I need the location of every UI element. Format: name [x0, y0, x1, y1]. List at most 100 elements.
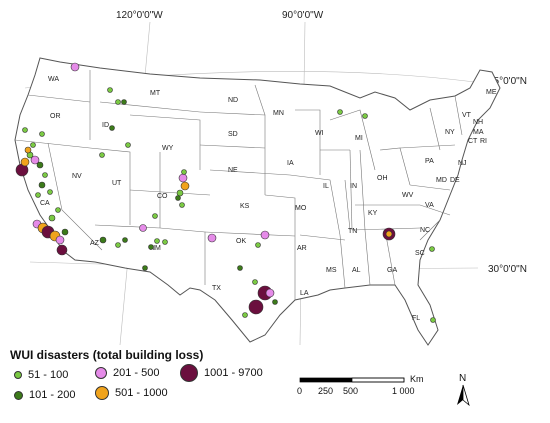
state-label-tn: TN	[348, 228, 357, 235]
lat-label-30n: 30°0'0"N	[488, 264, 527, 275]
disaster-point	[99, 236, 107, 244]
disaster-point	[70, 62, 80, 72]
disaster-point	[430, 317, 436, 323]
disaster-point	[179, 202, 185, 208]
state-label-pa: PA	[425, 158, 434, 165]
state-label-or: OR	[50, 113, 61, 120]
state-label-mi: MI	[355, 135, 363, 142]
state-label-tx: TX	[212, 285, 221, 292]
state-label-ms: MS	[326, 267, 337, 274]
disaster-point	[47, 189, 53, 195]
state-label-me: ME	[486, 89, 497, 96]
state-label-ar: AR	[297, 245, 307, 252]
legend-label: 101 - 200	[29, 389, 76, 401]
disaster-point	[24, 146, 32, 154]
disaster-point	[176, 189, 184, 197]
legend-item-51-100: 51 - 100	[14, 369, 68, 381]
state-label-md: MD	[436, 177, 447, 184]
lon-label-120w: 120°0'0"W	[116, 10, 163, 21]
disaster-point	[55, 207, 61, 213]
state-label-ga: GA	[387, 267, 397, 274]
state-label-ne: NE	[228, 167, 238, 174]
disaster-point	[48, 214, 56, 222]
state-label-de: DE	[450, 177, 460, 184]
state-label-nd: ND	[228, 97, 238, 104]
legend-label: 1001 - 9700	[204, 366, 263, 379]
disaster-point	[56, 244, 68, 256]
legend-title: WUI disasters (total building loss)	[10, 348, 204, 362]
scale-bar: 0 250 500 1 000 Km	[297, 374, 424, 396]
lon-label-90w: 90°0'0"W	[282, 10, 324, 21]
disaster-point	[38, 181, 46, 189]
state-label-ma: MA	[473, 129, 484, 136]
state-label-il: IL	[323, 183, 329, 190]
state-label-nh: NH	[473, 119, 483, 126]
disaster-point	[30, 142, 36, 148]
disaster-point	[429, 246, 435, 252]
disaster-point	[139, 224, 147, 232]
disaster-point	[152, 213, 158, 219]
disaster-point	[42, 172, 48, 178]
state-label-ct: CT	[468, 138, 478, 145]
state-label-nc: NC	[420, 227, 430, 234]
disaster-point	[115, 242, 121, 248]
legend-symbol	[14, 390, 23, 400]
disaster-point	[61, 228, 69, 236]
disaster-point	[22, 127, 28, 133]
legend-symbol	[95, 386, 109, 400]
disaster-point	[30, 155, 40, 165]
state-label-ok: OK	[236, 238, 246, 245]
state-label-id: ID	[102, 122, 109, 129]
state-label-ny: NY	[445, 129, 455, 136]
disaster-point	[180, 181, 190, 191]
disaster-point	[99, 152, 105, 158]
disaster-point	[237, 265, 243, 271]
scale-tick-1000: 1 000	[392, 386, 415, 396]
disaster-point	[181, 169, 187, 175]
legend-symbol	[14, 371, 22, 380]
legend-item-501-1000: 501 - 1000	[95, 386, 168, 400]
state-label-nv: NV	[72, 173, 82, 180]
disaster-point	[385, 230, 393, 238]
disaster-point	[272, 299, 278, 305]
legend-item-101-200: 101 - 200	[14, 389, 75, 401]
legend-label: 501 - 1000	[115, 386, 168, 399]
legend-item-1001-9700: 1001 - 9700	[180, 364, 263, 382]
state-label-wi: WI	[315, 130, 324, 137]
state-label-nm: NM	[150, 245, 161, 252]
disaster-point	[207, 233, 217, 243]
state-label-wv: WV	[402, 192, 414, 199]
state-label-az: AZ	[90, 240, 100, 247]
disaster-point	[242, 312, 248, 318]
state-label-sd: SD	[228, 131, 238, 138]
north-label: N	[459, 373, 466, 384]
disaster-point	[252, 279, 258, 285]
state-label-ri: RI	[480, 138, 487, 145]
disaster-point	[142, 265, 148, 271]
scale-tick-500: 500	[343, 386, 358, 396]
state-label-mn: MN	[273, 110, 284, 117]
legend-symbol	[180, 364, 198, 382]
state-label-wa: WA	[48, 76, 59, 83]
state-label-mo: MO	[295, 205, 307, 212]
scale-tick-0: 0	[297, 386, 302, 396]
state-label-fl: FL	[412, 315, 420, 322]
legend-label: 201 - 500	[113, 367, 160, 379]
disaster-point	[55, 235, 65, 245]
legend-symbol	[95, 367, 107, 380]
disaster-point	[148, 244, 154, 250]
disaster-point	[362, 113, 368, 119]
disaster-point	[109, 125, 115, 131]
disaster-point	[337, 109, 343, 115]
disaster-point	[125, 142, 131, 148]
state-label-va: VA	[425, 202, 434, 209]
disaster-point	[36, 161, 44, 169]
state-label-in: IN	[350, 183, 357, 190]
state-label-ut: UT	[112, 180, 122, 187]
disaster-points	[15, 62, 436, 323]
legend-label: 51 - 100	[28, 369, 69, 381]
disaster-point	[248, 299, 264, 315]
state-label-sc: SC	[415, 250, 425, 257]
scale-unit: Km	[410, 374, 424, 384]
